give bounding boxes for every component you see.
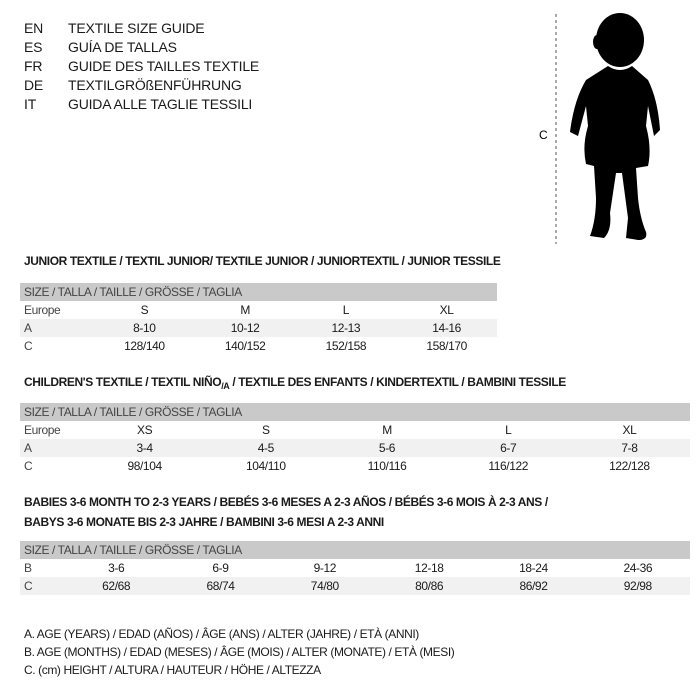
table-cell: 86/92 xyxy=(519,579,548,593)
table-cell: 14-16 xyxy=(432,321,461,335)
table-cell: 110/116 xyxy=(367,459,407,473)
row-label: B xyxy=(24,561,32,575)
babies-size-table: SIZE / TALLA / TAILLE / GRÖSSE / TAGLIA B… xyxy=(20,541,690,595)
table-cell: L xyxy=(342,303,350,317)
table-cell: 6-7 xyxy=(500,441,517,455)
table-cell: 10-12 xyxy=(230,321,260,335)
table-cell: 128/140 xyxy=(124,339,165,353)
junior-size-table: SIZE / TALLA / TAILLE / GRÖSSE / TAGLIA E… xyxy=(20,283,497,355)
children-size-table: SIZE / TALLA / TAILLE / GRÖSSE / TAGLIA E… xyxy=(20,403,690,475)
table-cell: S xyxy=(262,423,270,437)
language-code: EN xyxy=(24,20,44,36)
table-cell: XS xyxy=(136,423,153,437)
table-cell: 6-9 xyxy=(212,561,229,575)
babies-title-line2: BABYS 3-6 MONATE BIS 2-3 JAHRE / BAMBINI… xyxy=(24,515,384,529)
language-code: FR xyxy=(24,58,43,74)
table-cell: M xyxy=(382,423,392,437)
legend-a: A. AGE (YEARS) / EDAD (AÑOS) / ÂGE (ANS)… xyxy=(24,627,419,641)
table-row: C 62/68 68/74 74/80 80/86 86/92 92/98 xyxy=(20,577,690,595)
table-cell: 12-18 xyxy=(414,561,444,575)
table-cell: 80/86 xyxy=(415,579,444,593)
table-cell: 18-24 xyxy=(519,561,548,575)
table-row: C 98/104 104/110 110/116 116/122 122/128 xyxy=(20,457,690,475)
row-label: C xyxy=(24,579,33,593)
language-title: GUIDE DES TAILLES TEXTILE xyxy=(68,58,260,74)
table-row: A 3-4 4-5 5-6 6-7 7-8 xyxy=(20,439,690,457)
language-code: DE xyxy=(24,77,44,93)
table-row: Europe XS S M L XL xyxy=(20,421,690,439)
table-cell: 9-12 xyxy=(313,561,337,575)
language-title: TEXTILGRÖßENFÜHRUNG xyxy=(68,77,242,93)
language-title: GUÍA DE TALLAS xyxy=(68,39,177,55)
table-cell: 24-36 xyxy=(623,561,653,575)
table-cell: L xyxy=(505,423,512,437)
table-header: SIZE / TALLA / TAILLE / GRÖSSE / TAGLIA xyxy=(20,403,690,421)
table-header: SIZE / TALLA / TAILLE / GRÖSSE / TAGLIA xyxy=(20,541,690,559)
table-cell: S xyxy=(140,303,149,317)
language-code: IT xyxy=(24,96,37,112)
language-es: ES GUÍA DE TALLAS xyxy=(24,39,177,55)
table-cell: 98/104 xyxy=(127,459,162,473)
row-label: A xyxy=(24,321,32,335)
children-title-rest: / TEXTILE DES ENFANTS / KINDERTEXTIL / B… xyxy=(229,375,566,389)
children-title: CHILDREN'S TEXTILE / TEXTIL NIÑO/A / TEX… xyxy=(24,375,566,391)
legend-c: C. (cm) HEIGHT / ALTURA / HAUTEUR / HÖHE… xyxy=(24,663,321,677)
table-cell: 74/80 xyxy=(310,579,339,593)
table-cell: 8-10 xyxy=(133,321,156,335)
children-title-main: CHILDREN'S TEXTILE / TEXTIL NIÑO xyxy=(24,375,222,389)
row-label: C xyxy=(24,339,33,353)
table-row: C 128/140 140/152 152/158 158/170 xyxy=(20,337,497,355)
row-label: Europe xyxy=(24,423,61,437)
table-cell: XL xyxy=(439,303,454,317)
table-header: SIZE / TALLA / TAILLE / GRÖSSE / TAGLIA xyxy=(20,283,497,301)
language-title: GUIDA ALLE TAGLIE TESSILI xyxy=(68,96,253,112)
table-cell: 116/122 xyxy=(488,459,529,473)
children-title-suffix: /A xyxy=(221,381,230,391)
row-label: Europe xyxy=(24,303,61,317)
junior-title: JUNIOR TEXTILE / TEXTIL JUNIOR/ TEXTILE … xyxy=(24,254,501,268)
table-row: Europe S M L XL xyxy=(20,301,497,319)
table-cell: M xyxy=(240,303,250,317)
language-title: TEXTILE SIZE GUIDE xyxy=(68,20,205,36)
babies-title-line1: BABIES 3-6 MONTH TO 2-3 YEARS / BEBÉS 3-… xyxy=(24,495,548,509)
language-en: EN TEXTILE SIZE GUIDE xyxy=(24,20,205,36)
table-cell: 12-13 xyxy=(331,321,361,335)
child-silhouette-icon xyxy=(570,13,660,240)
language-it: IT GUIDA ALLE TAGLIE TESSILI xyxy=(24,96,252,112)
language-de: DE TEXTILGRÖßENFÜHRUNG xyxy=(24,77,242,93)
table-cell: 92/98 xyxy=(623,579,652,593)
row-label: C xyxy=(24,459,33,473)
table-cell: 104/110 xyxy=(245,459,286,473)
language-code: ES xyxy=(24,39,43,55)
table-cell: 3-4 xyxy=(136,441,154,455)
table-cell: 7-8 xyxy=(621,441,638,455)
row-label: A xyxy=(24,441,32,455)
table-cell: 4-5 xyxy=(257,441,275,455)
table-cell: 140/152 xyxy=(224,339,266,353)
child-silhouette-figure: C xyxy=(539,13,660,244)
table-cell: 68/74 xyxy=(206,579,235,593)
legend-b: B. AGE (MONTHS) / EDAD (MESES) / ÂGE (MO… xyxy=(24,645,455,659)
table-cell: 122/128 xyxy=(609,459,650,473)
table-cell: 152/158 xyxy=(325,339,367,353)
table-cell: XL xyxy=(622,423,637,437)
language-fr: FR GUIDE DES TAILLES TEXTILE xyxy=(24,58,259,74)
table-row: A 8-10 10-12 12-13 14-16 xyxy=(20,319,497,337)
table-row: B 3-6 6-9 9-12 12-18 18-24 24-36 xyxy=(20,559,690,577)
measure-label: C xyxy=(539,128,548,142)
table-cell: 5-6 xyxy=(378,441,396,455)
table-cell: 158/170 xyxy=(426,339,467,353)
table-cell: 3-6 xyxy=(108,561,125,575)
table-cell: 62/68 xyxy=(102,579,131,593)
